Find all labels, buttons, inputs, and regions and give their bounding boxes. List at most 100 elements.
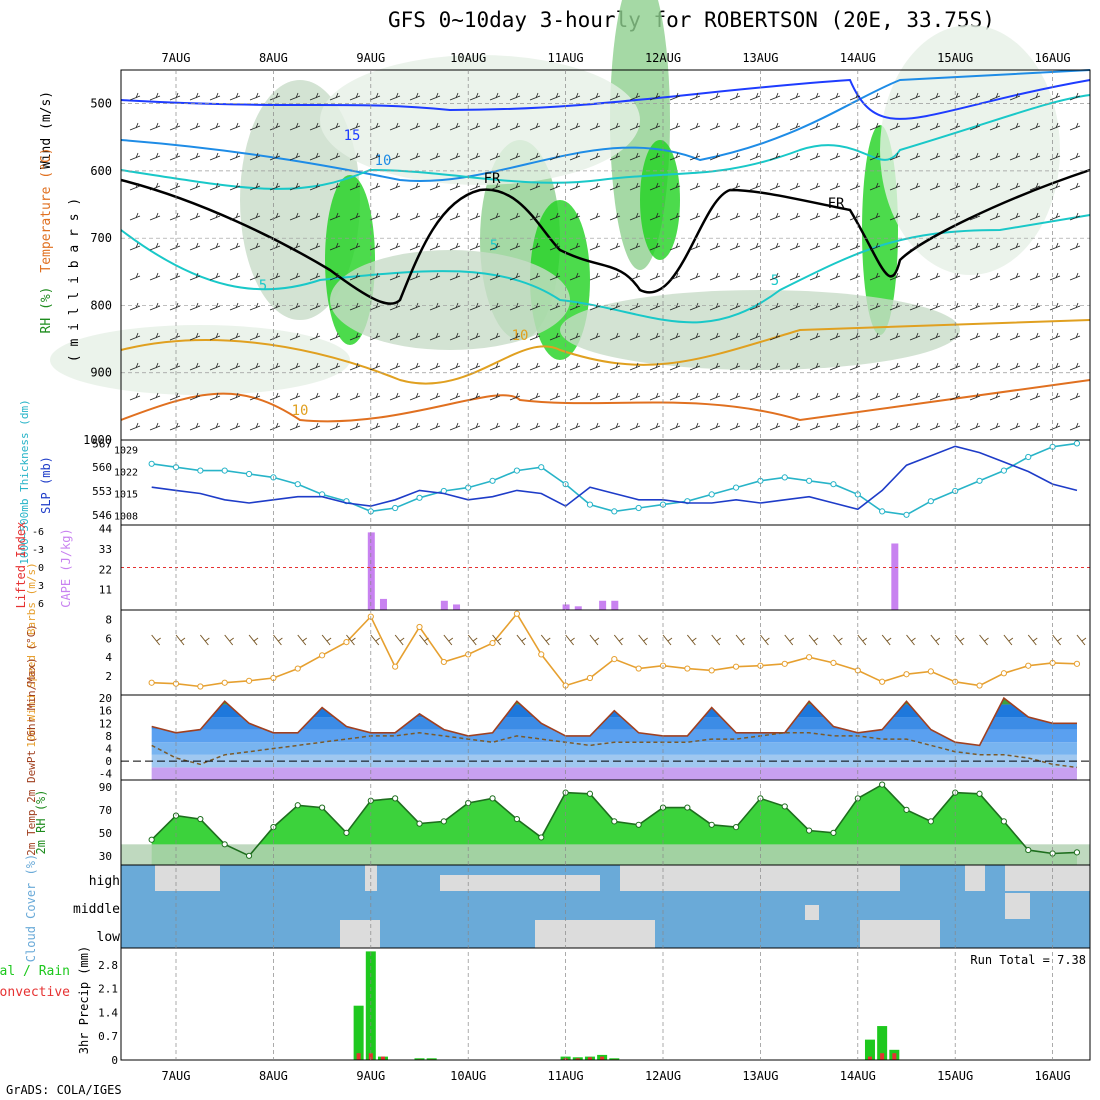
label-cape: CAPE (J/kg) xyxy=(59,528,73,607)
wind-barb xyxy=(1049,332,1061,341)
slp-panel-frame xyxy=(120,439,1091,526)
wind10-line-point xyxy=(294,665,301,672)
thickness-line-point xyxy=(1025,453,1032,461)
wind10-line-point xyxy=(319,652,326,659)
wind-barb xyxy=(849,152,861,161)
wind-barb xyxy=(729,92,741,101)
wind-barb xyxy=(989,362,1001,371)
wind-barb xyxy=(169,92,181,101)
wind-barb xyxy=(469,152,481,161)
wind-barb xyxy=(569,152,581,161)
thickness-tick: 567 xyxy=(92,437,112,450)
wind-barb xyxy=(629,422,641,431)
wind-barb xyxy=(529,362,541,371)
wind-barb xyxy=(309,242,321,251)
wind10-tick: 8 xyxy=(105,613,112,626)
thickness-line-point xyxy=(148,460,155,467)
thickness-line-point xyxy=(489,477,496,484)
precip-panel-frame xyxy=(120,947,1091,1061)
rh-shade-7 xyxy=(330,250,570,350)
wind-barb xyxy=(249,362,261,371)
cloud-block xyxy=(805,905,819,920)
wind10-line-point xyxy=(440,658,447,666)
wind-barb xyxy=(409,152,421,161)
upper-ytick: 900 xyxy=(90,366,112,380)
wind-barb xyxy=(909,422,921,431)
wind-barb xyxy=(1029,362,1041,371)
wind-barb xyxy=(989,422,1001,431)
wind-barb xyxy=(869,182,881,191)
rh2m-line-point xyxy=(903,806,910,813)
wind-barb xyxy=(369,332,381,341)
wind-barb xyxy=(269,272,281,281)
wind-barb xyxy=(889,182,901,191)
wind10-barb xyxy=(1003,634,1014,646)
wind-barb xyxy=(509,392,521,401)
wind-barb xyxy=(989,92,1001,101)
wind-barb xyxy=(1069,152,1081,161)
rh2m-line-point xyxy=(684,804,691,811)
wind-barb xyxy=(729,332,741,341)
cloud-level-label: low xyxy=(97,930,121,945)
wind-barb xyxy=(709,92,721,101)
wind-barb xyxy=(929,92,941,101)
wind-barb xyxy=(289,422,301,431)
rh-shade-11 xyxy=(320,55,640,185)
wind-barb xyxy=(429,242,441,251)
wind-barb xyxy=(269,182,281,191)
wind-barb xyxy=(1029,332,1041,341)
cloud-block xyxy=(620,865,900,891)
cape-bar xyxy=(367,532,375,610)
wind10-barb xyxy=(1052,634,1062,646)
wind-barb xyxy=(529,422,541,431)
wind-barb xyxy=(209,242,221,251)
wind-barb xyxy=(1049,122,1061,131)
wind10-barb xyxy=(370,634,381,646)
wind-barb xyxy=(129,212,141,221)
wind-barb xyxy=(989,242,1001,251)
wind-barb xyxy=(789,242,801,251)
temp-contour-4 xyxy=(120,319,1091,385)
wind-barb xyxy=(369,422,381,431)
wind-barb xyxy=(129,182,141,191)
wind10-barb xyxy=(784,634,795,646)
wind-barb xyxy=(609,242,621,251)
wind-barb xyxy=(909,392,921,401)
wind-barb xyxy=(769,242,781,251)
cloud-block xyxy=(1005,893,1030,919)
precip-total-bar xyxy=(414,1058,425,1060)
wind-barb xyxy=(769,392,781,401)
wind-barb xyxy=(609,182,621,191)
wind-barb xyxy=(189,332,201,341)
x-tick-top: 7AUG xyxy=(162,51,191,65)
label-rh: RH (%) xyxy=(39,287,54,334)
x-tick-bottom: 7AUG xyxy=(162,1069,191,1083)
wind10-line-point xyxy=(976,682,983,689)
wind10-barb xyxy=(1076,634,1087,646)
wind-barb xyxy=(569,242,581,251)
wind-barb xyxy=(669,362,681,371)
wind-barb xyxy=(1049,182,1061,191)
wind10-barb xyxy=(930,634,941,646)
wind-barb xyxy=(869,92,881,101)
wind-barb xyxy=(549,272,561,281)
rh2m-tick: 70 xyxy=(99,804,112,817)
wind-barb xyxy=(429,272,441,281)
wind-barb xyxy=(809,392,821,401)
wind-barb xyxy=(449,212,461,221)
wind-barb xyxy=(909,212,921,221)
contour-label: FR xyxy=(828,196,845,212)
wind-barb xyxy=(829,362,841,371)
wind-barb xyxy=(149,422,161,431)
wind-barb xyxy=(349,212,361,221)
wind-barb xyxy=(569,212,581,221)
x-tick-bottom: 15AUG xyxy=(937,1069,973,1083)
wind10-line-point xyxy=(635,665,642,672)
wind-barb xyxy=(689,272,701,281)
label-precip: 3hr Precip (mm) xyxy=(77,946,91,1054)
wind-barb xyxy=(509,272,521,281)
wind-barb xyxy=(669,92,681,101)
wind-barb xyxy=(829,272,841,281)
thickness-line-point xyxy=(879,508,886,515)
wind-barb xyxy=(609,212,621,221)
